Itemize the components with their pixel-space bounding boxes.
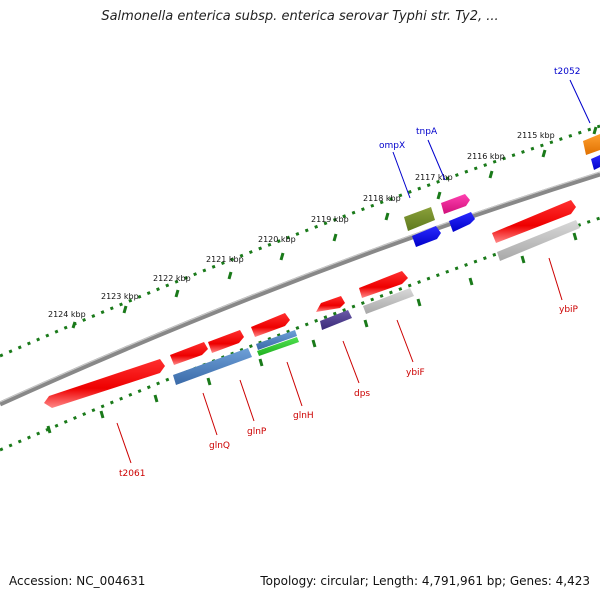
tick-label: 2119 kbp [311,215,349,224]
bottom-gene-labels: ybiP ybiF dps glnH glnP glnQ t2061 [119,305,579,479]
gene-t2061[interactable] [44,359,165,408]
scale-tick-labels: 2115 kbp 2116 kbp 2117 kbp 2118 kbp 2119… [48,131,555,319]
outer-major-ticks [71,126,598,329]
gene-label-t2052[interactable]: t2052 [554,67,580,77]
gene-label-tnpA[interactable]: tnpA [416,127,438,137]
outer-scale-track [0,124,600,358]
gene-ybiP[interactable] [492,200,580,261]
tick-label: 2116 kbp [467,152,505,161]
tick-label: 2115 kbp [517,131,555,140]
top-gene-labels: t2052 tnpA ompX [379,67,580,151]
top-callout-lines [392,79,591,199]
genome-backbone-highlight [0,171,600,403]
tick-label: 2122 kbp [153,274,191,283]
gene-label-ompX[interactable]: ompX [379,141,405,151]
gene-glnH[interactable] [251,313,299,356]
gene-ybiF[interactable] [359,271,414,314]
tick-label: 2117 kbp [415,173,453,182]
gene-t2052-bottom[interactable] [591,155,600,170]
gene-label-dps[interactable]: dps [354,389,370,399]
gene-tnpA[interactable] [441,194,470,214]
bottom-callout-lines [116,257,563,464]
gene-label-glnH[interactable]: glnH [293,411,314,421]
gene-label-ybiP[interactable]: ybiP [559,305,579,315]
tick-label: 2123 kbp [101,292,139,301]
inner-major-ticks [46,232,578,434]
gene-glnQ[interactable] [170,342,252,385]
gene-ompX[interactable] [404,207,435,231]
genome-backbone [0,171,600,407]
tick-label: 2118 kbp [363,194,401,203]
gene-label-ybiF[interactable]: ybiF [406,368,425,378]
gene-label-glnQ[interactable]: glnQ [209,441,230,451]
tick-label: 2124 kbp [48,310,86,319]
genome-summary-text: Topology: circular; Length: 4,791,961 bp… [260,574,590,588]
gene-t2052-top[interactable] [583,134,600,155]
gene-label-glnP[interactable]: glnP [247,427,267,437]
gene-label-t2061[interactable]: t2061 [119,469,145,479]
tick-label: 2120 kbp [258,235,296,244]
tick-label: 2121 kbp [206,255,244,264]
gene-tnpA-2[interactable] [449,212,475,232]
accession-text: Accession: NC_004631 [9,574,146,588]
gene-glnP[interactable] [208,330,244,353]
genome-title: Salmonella enterica subsp. enterica sero… [101,9,499,24]
gene-dps[interactable] [316,296,352,330]
gene-ompX-2[interactable] [412,226,441,247]
inner-scale-track [0,216,600,452]
